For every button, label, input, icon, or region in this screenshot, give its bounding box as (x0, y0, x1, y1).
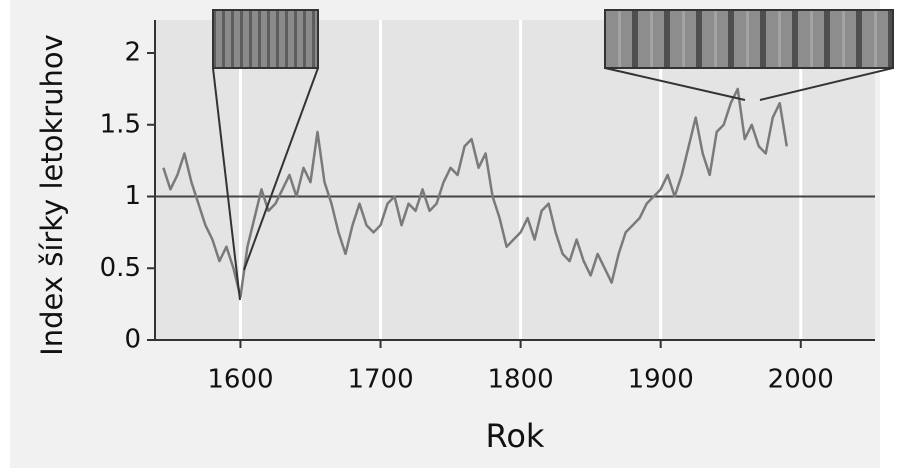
y-tick-label: 2 (124, 38, 141, 68)
x-tick-label: 2000 (768, 365, 834, 395)
plot-area (155, 20, 875, 340)
tree-ring-inset (212, 9, 319, 69)
x-tick-label: 1900 (628, 365, 694, 395)
y-axis-label: Index šírky letokruhov (35, 34, 69, 356)
y-tick-label: 1.5 (100, 109, 141, 139)
x-tick-label: 1600 (207, 365, 273, 395)
inset-connector (604, 67, 746, 101)
x-tick-label: 1700 (347, 365, 413, 395)
inset-connector (212, 67, 241, 301)
y-tick-label: 1 (124, 181, 141, 211)
x-tick-label: 1800 (488, 365, 554, 395)
y-tick-label: 0.5 (100, 253, 141, 283)
x-axis-label: Rok (486, 417, 545, 455)
inset-connector (243, 67, 319, 271)
y-tick-label: 0 (124, 325, 141, 355)
tree-ring-inset (604, 9, 894, 69)
inset-connector (759, 67, 894, 101)
